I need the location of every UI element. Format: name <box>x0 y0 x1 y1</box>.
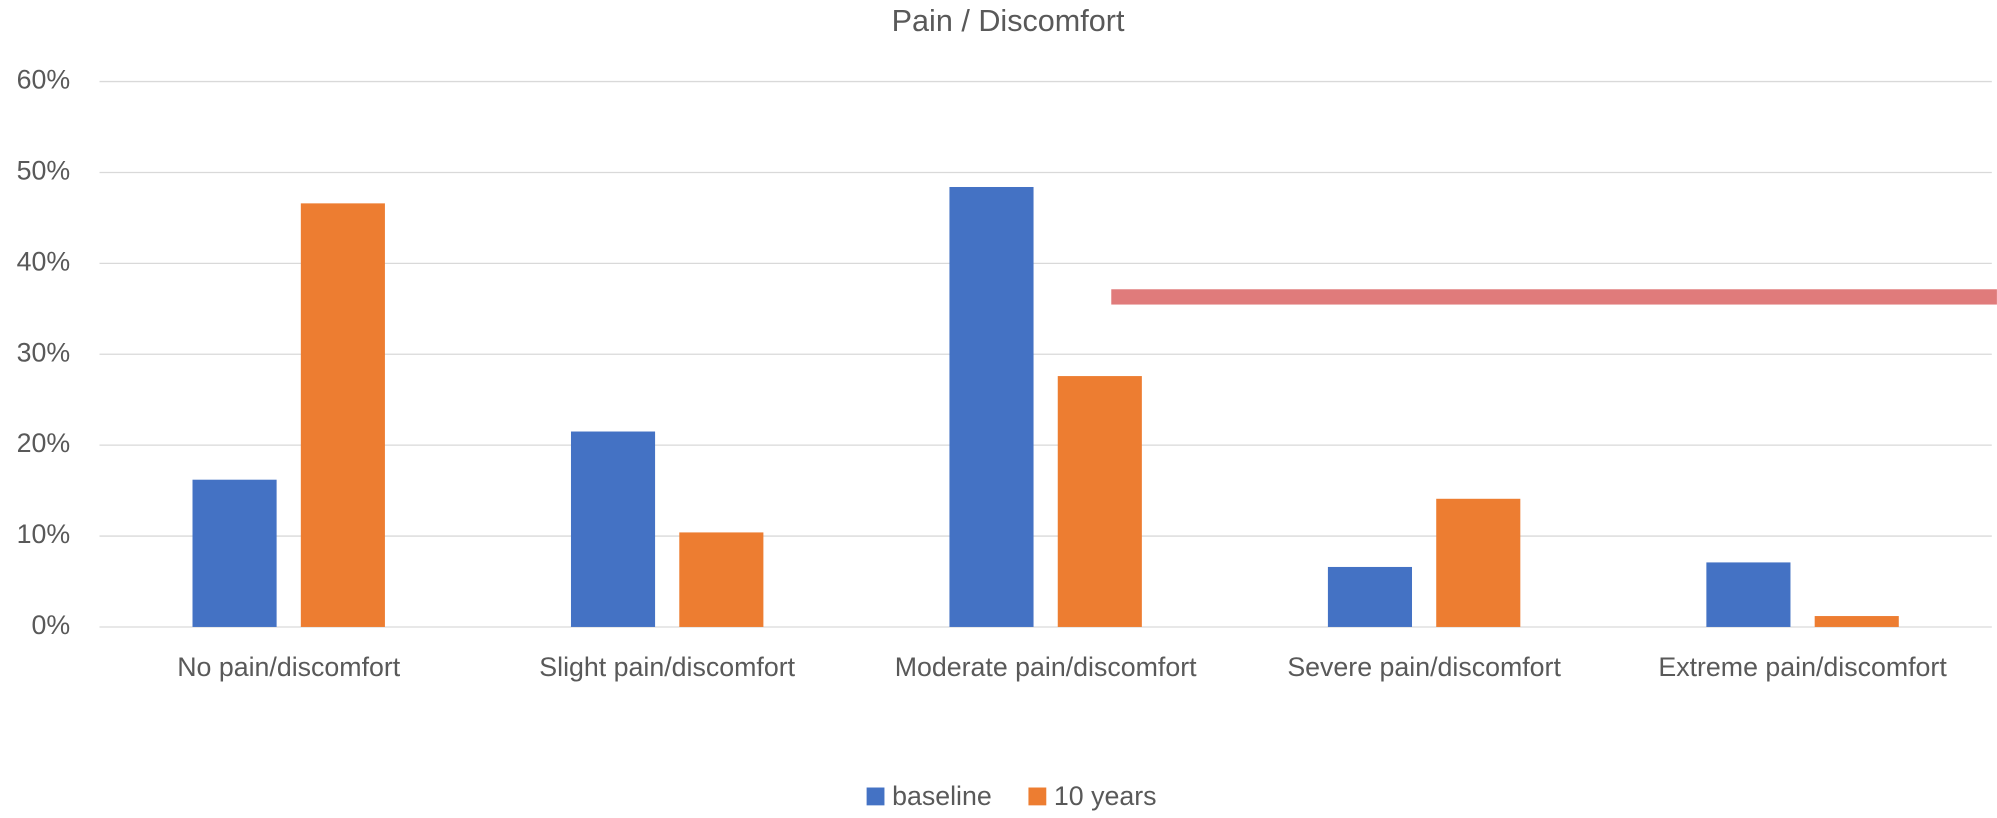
bar <box>1057 376 1142 627</box>
bar <box>192 479 277 627</box>
legend-swatch <box>1028 787 1047 806</box>
highlight-bar <box>1111 289 1997 305</box>
chart-title: Pain / Discomfort <box>892 4 1125 38</box>
bar <box>1436 498 1521 627</box>
x-tick-label: Slight pain/discomfort <box>539 652 795 682</box>
bar <box>1327 566 1413 627</box>
bar <box>1706 562 1791 627</box>
y-tick-label: 0% <box>32 610 71 640</box>
bar <box>300 203 385 627</box>
legend-swatch <box>866 787 885 806</box>
y-tick-label: 30% <box>17 337 71 367</box>
y-tick-label: 10% <box>17 519 71 549</box>
x-tick-label: Moderate pain/discomfort <box>895 652 1197 682</box>
legend-label: baseline <box>892 781 992 811</box>
x-tick-label: Extreme pain/discomfort <box>1658 652 1947 682</box>
y-tick-label: 50% <box>17 156 71 186</box>
bar <box>679 532 764 627</box>
legend-label: 10 years <box>1054 781 1157 811</box>
bar <box>949 186 1034 627</box>
bar <box>1814 616 1899 627</box>
y-tick-label: 40% <box>17 246 71 276</box>
bar <box>570 431 656 627</box>
x-tick-label: Severe pain/discomfort <box>1287 652 1561 682</box>
x-tick-label: No pain/discomfort <box>177 652 401 682</box>
y-tick-label: 60% <box>17 65 71 95</box>
y-tick-label: 20% <box>17 428 71 458</box>
